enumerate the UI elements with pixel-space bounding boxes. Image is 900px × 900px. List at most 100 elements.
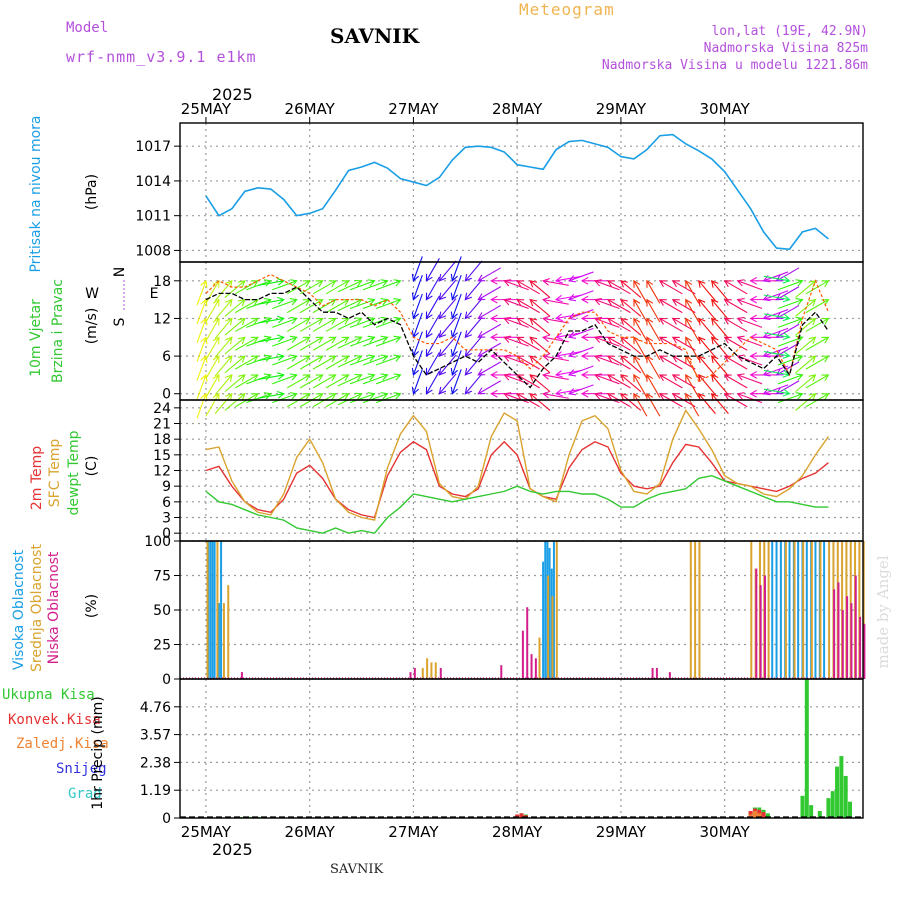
wind-barb-head [736,354,745,362]
wind-barb [312,280,336,295]
wind-barb-head [580,389,589,398]
wind-barb [196,337,207,362]
wind-barb [659,355,683,370]
wind-barb-head [380,354,389,362]
wind-barb-head [250,317,259,325]
wind-barb [568,346,594,357]
wind-barb [777,355,803,366]
wind-barb-head [671,299,680,306]
wind-barb-head [749,276,758,285]
wind-barb-head [808,355,817,363]
wind-barb-head [658,280,667,288]
wind-barb [224,299,246,317]
wind-barb [543,374,569,380]
low-cloud-bar [841,610,844,679]
mid-cloud-bar [767,541,770,679]
low-cloud-bar [521,630,524,679]
wind-barb-head [237,392,246,401]
wind-barb-head [685,373,693,382]
wind-barb [529,280,551,298]
wind-barb [438,279,457,300]
mid-cloud-bar [793,541,796,679]
wind-barb [362,336,388,347]
wind-barb [205,393,220,417]
wind-barb [286,355,310,370]
wind-barb-head [315,280,324,288]
precip-label-snow: Snijeg [56,761,107,777]
wind-barb [477,361,502,376]
wind-barb [795,318,816,336]
wind-barb [272,393,297,404]
total-precip-bar [839,756,844,818]
wind-barb [737,280,763,291]
compass-s: S [112,317,128,326]
wind-barb [763,313,790,319]
wind-barb-head [263,392,272,400]
wind-barb-head [328,317,337,325]
wind-barb-head [808,392,817,401]
wind-barb-head [658,374,667,382]
mid-cloud-bar [689,541,692,679]
wind-barb [258,299,284,305]
wind-barb [777,393,803,404]
wind-barb [477,304,502,319]
temp-tick-label: 21 [153,417,171,433]
wind-barb [312,374,336,389]
wind-barb-head [671,280,680,288]
precip-tick-label: 4.76 [140,700,171,716]
wind-barb [464,279,483,300]
pressure-line [205,133,829,251]
wind-barb [555,294,582,301]
coords-label: lon,lat (19E, 42.9N) [711,24,868,39]
wind-barb-head [736,335,745,343]
wind-barb [607,317,631,332]
wind-barb [362,393,388,404]
wind-barb-head [658,355,667,363]
temp-tick-label: 12 [153,464,171,480]
wind-barb-head [567,388,577,396]
wind-barb-head [341,374,350,382]
low-cloud-bar [534,658,537,679]
wind-barb [646,355,661,379]
wind-barb-head [671,336,680,344]
wind-barb [337,336,362,349]
wind-barb-head [658,299,667,306]
wind-barb-head [723,336,732,344]
wind-barb-head [646,392,654,401]
wind-tick-label: 6 [162,349,171,365]
wind-barb [205,318,220,342]
low-cloud-bar [759,585,762,679]
wind-barb [375,280,401,291]
wind-barb [685,280,700,304]
wind-barb-head [490,276,498,285]
wind-barb-head [477,312,486,320]
wind-barb-head [671,317,680,325]
wind-barb [337,355,362,368]
wind-barb-head [490,371,498,379]
wind-barb-head [775,274,784,282]
wind-barb [646,280,661,304]
wind-barb [685,336,700,361]
wind-barb-head [438,349,447,357]
wind-barb-head [503,373,512,381]
wind-barb-head [411,273,420,282]
wind-barb [543,317,569,324]
wind-barb-head [263,298,272,306]
wind-barb-head [438,386,447,395]
wind-barb [529,374,551,393]
pressure-frame [179,122,864,263]
wind-barb-head [225,336,233,345]
wind-barb-head [821,336,830,344]
wind-barb [205,336,220,361]
total-precip-bar [826,798,831,818]
wind-barb-head [821,355,830,363]
wind-barb-head [425,311,433,320]
wind-barb [737,317,763,328]
wind-gust-line [205,273,829,382]
wind-barb-head [212,336,220,345]
wind-barb-head [580,333,589,342]
wind-barb-head [302,393,311,400]
wind-barb-head [438,273,447,282]
wind-barb [425,333,440,357]
wind-barb-head [723,374,732,382]
